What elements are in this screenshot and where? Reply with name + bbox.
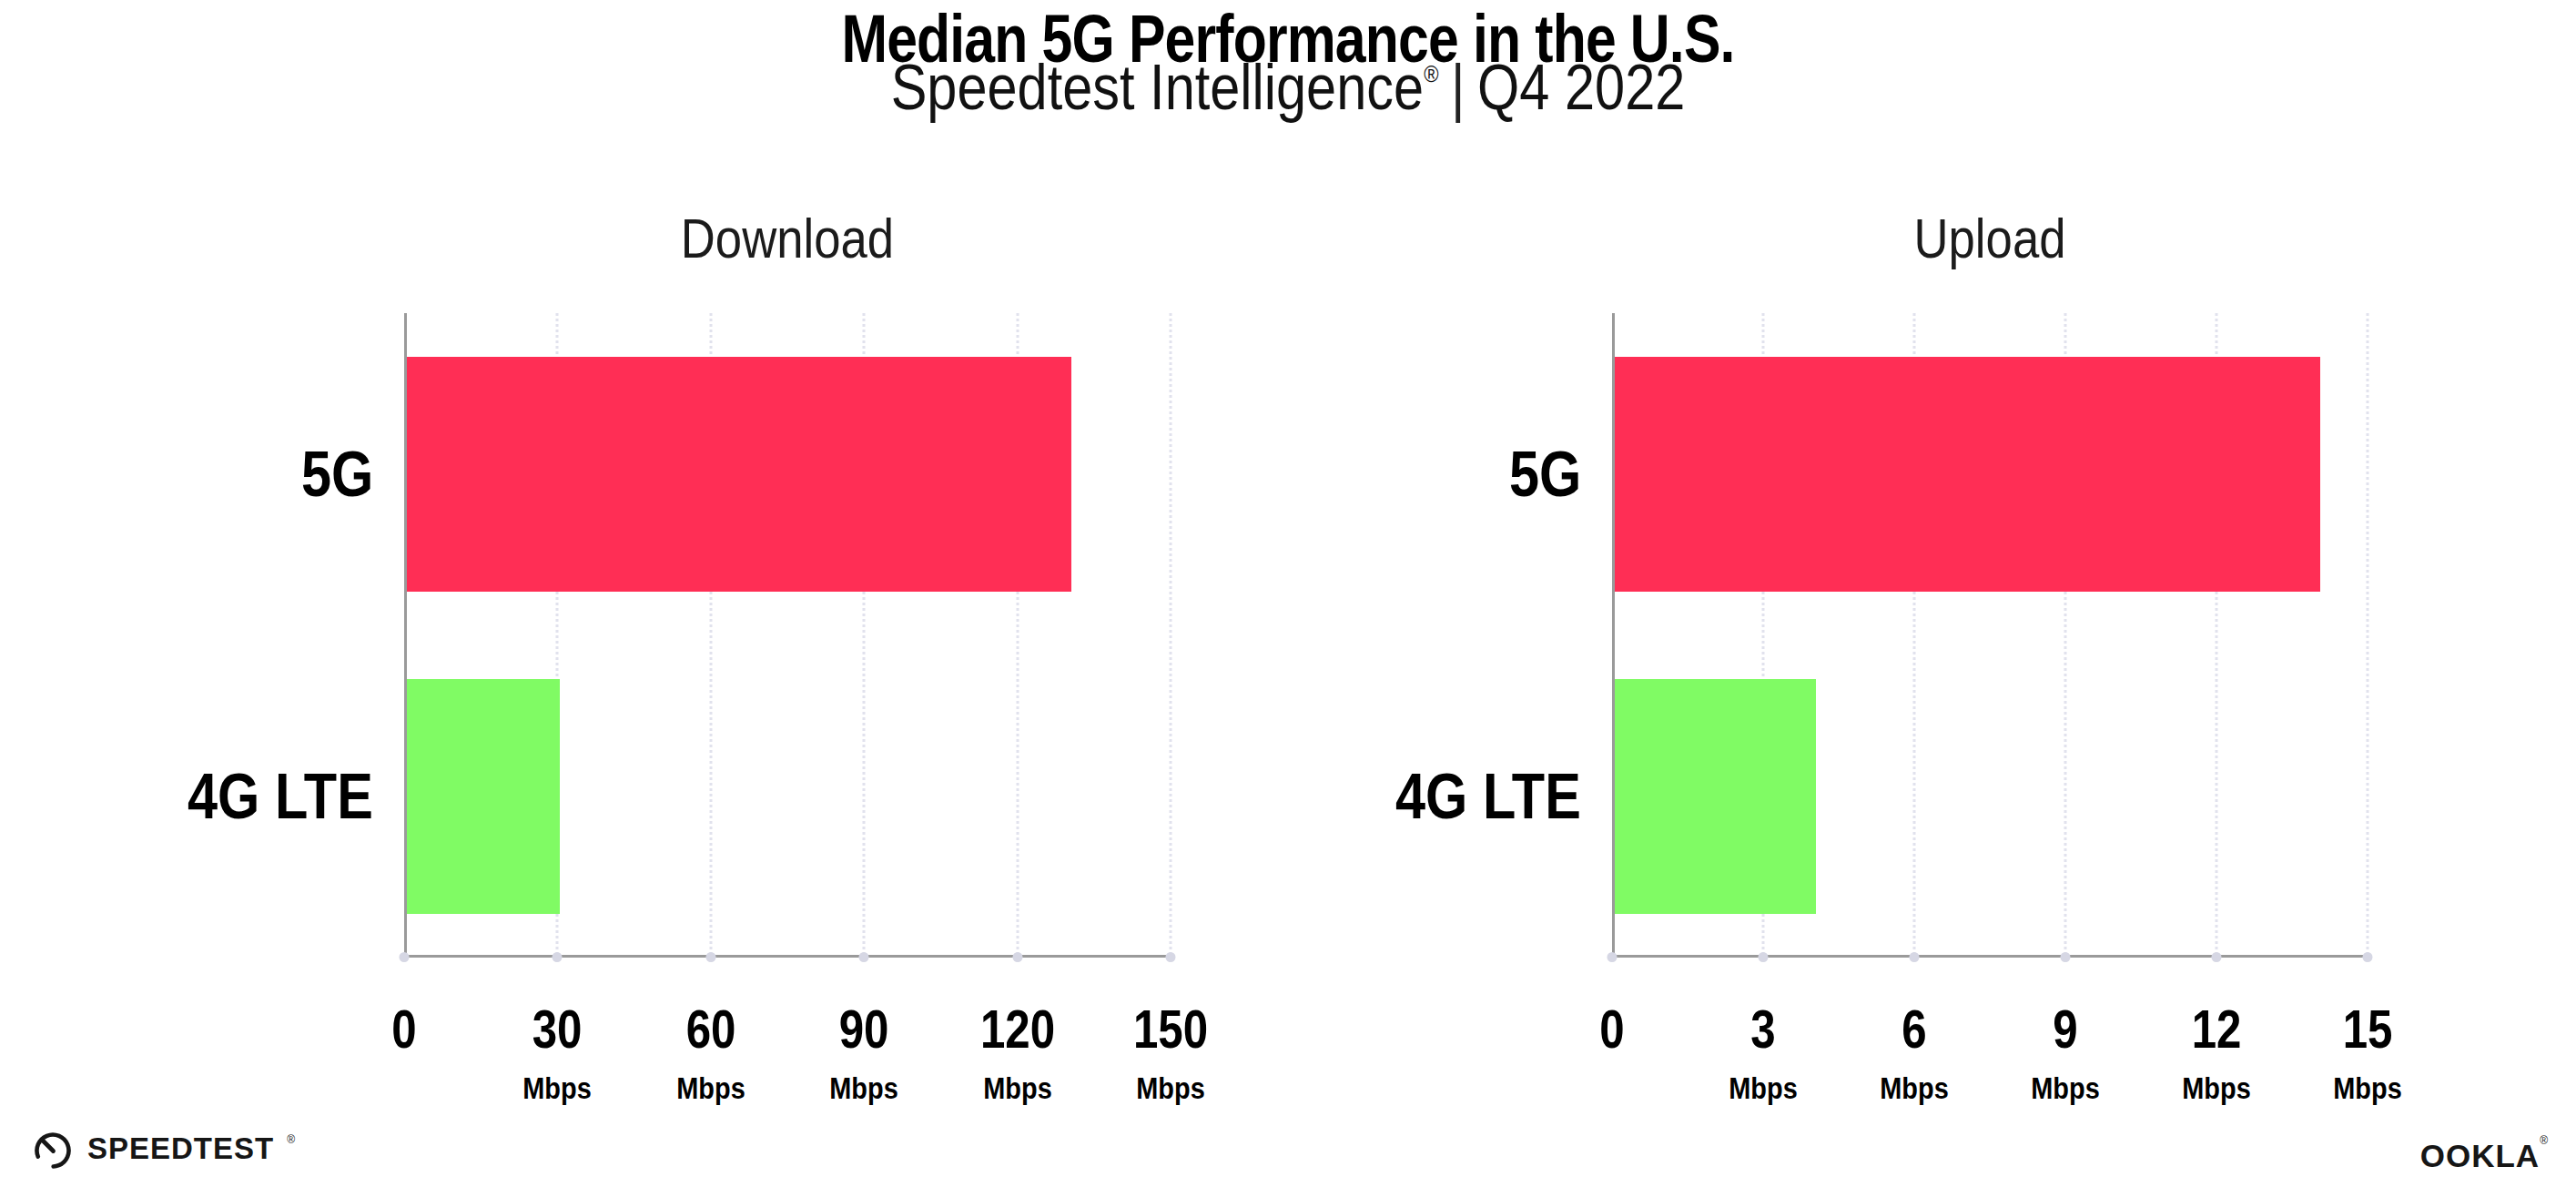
x-tick-unit: Mbps bbox=[523, 1070, 592, 1106]
bar-4g-lte bbox=[1615, 679, 1816, 914]
gridline bbox=[2367, 313, 2369, 955]
chart-title: Download bbox=[681, 206, 894, 270]
upload-chart: Upload03Mbps6Mbps9Mbps12Mbps15Mbps5G4G L… bbox=[1612, 313, 2368, 958]
axis-tick-dot bbox=[400, 952, 410, 962]
download-chart: Download030Mbps60Mbps90Mbps120Mbps150Mbp… bbox=[404, 313, 1171, 958]
ookla-logo: OOKLA® bbox=[2420, 1138, 2549, 1174]
x-tick-unit: Mbps bbox=[2031, 1070, 2099, 1106]
category-label: 5G bbox=[1509, 438, 1581, 511]
subtitle-period: Q4 2022 bbox=[1477, 52, 1685, 123]
x-tick-unit: Mbps bbox=[1729, 1070, 1797, 1106]
x-tick-unit: Mbps bbox=[2333, 1070, 2401, 1106]
axis-tick-dot bbox=[1607, 952, 1618, 962]
axis-tick-dot bbox=[1012, 952, 1022, 962]
speedtest-wordmark: SPEEDTEST bbox=[87, 1131, 274, 1166]
x-tick-label: 120 bbox=[980, 998, 1055, 1060]
axis-tick-dot bbox=[1759, 952, 1769, 962]
category-label: 5G bbox=[301, 438, 373, 511]
axis-tick-dot bbox=[705, 952, 715, 962]
page-subtitle: Speedtest Intelligence®|Q4 2022 bbox=[193, 51, 2383, 124]
x-tick-unit: Mbps bbox=[2182, 1070, 2250, 1106]
x-axis-line bbox=[1612, 955, 2368, 958]
axis-tick-dot bbox=[1166, 952, 1176, 962]
gridline bbox=[1170, 313, 1172, 955]
subtitle-brand: Speedtest Intelligence bbox=[891, 52, 1425, 123]
x-tick-label: 15 bbox=[2343, 998, 2393, 1060]
x-tick-label: 6 bbox=[1902, 998, 1926, 1060]
x-tick-label: 3 bbox=[1750, 998, 1775, 1060]
bar-5g bbox=[1615, 357, 2320, 592]
registered-mark-icon: ® bbox=[1424, 60, 1438, 87]
ookla-wordmark: OOKLA bbox=[2420, 1138, 2540, 1173]
axis-tick-dot bbox=[553, 952, 563, 962]
axis-tick-dot bbox=[859, 952, 869, 962]
subtitle-separator: | bbox=[1438, 52, 1477, 123]
ookla-registered-mark: ® bbox=[2540, 1134, 2549, 1147]
chart-canvas: Median 5G Performance in the U.S. Speedt… bbox=[0, 0, 2576, 1197]
bar-4g-lte bbox=[407, 679, 560, 914]
x-tick-unit: Mbps bbox=[1136, 1070, 1204, 1106]
x-tick-unit: Mbps bbox=[983, 1070, 1051, 1106]
x-tick-label: 0 bbox=[391, 998, 416, 1060]
axis-tick-dot bbox=[2212, 952, 2222, 962]
x-tick-label: 0 bbox=[1599, 998, 1624, 1060]
x-tick-unit: Mbps bbox=[829, 1070, 898, 1106]
x-tick-label: 60 bbox=[685, 998, 735, 1060]
axis-tick-dot bbox=[2363, 952, 2373, 962]
chart-title: Upload bbox=[1913, 206, 2065, 270]
axis-tick-dot bbox=[2061, 952, 2071, 962]
x-tick-label: 90 bbox=[839, 998, 889, 1060]
x-tick-label: 12 bbox=[2192, 998, 2242, 1060]
x-tick-label: 150 bbox=[1133, 998, 1208, 1060]
x-tick-label: 30 bbox=[532, 998, 583, 1060]
x-tick-unit: Mbps bbox=[676, 1070, 745, 1106]
speedtest-gauge-icon bbox=[31, 1127, 75, 1171]
y-axis-line bbox=[404, 313, 407, 958]
x-axis-line bbox=[404, 955, 1171, 958]
axis-tick-dot bbox=[1910, 952, 1920, 962]
category-label: 4G LTE bbox=[188, 760, 373, 833]
speedtest-logo: SPEEDTEST ® bbox=[31, 1127, 295, 1171]
bar-5g bbox=[407, 357, 1071, 592]
category-label: 4G LTE bbox=[1395, 760, 1581, 833]
y-axis-line bbox=[1612, 313, 1615, 958]
speedtest-registered-mark: ® bbox=[287, 1133, 295, 1146]
x-tick-label: 9 bbox=[2053, 998, 2077, 1060]
x-tick-unit: Mbps bbox=[1880, 1070, 1948, 1106]
